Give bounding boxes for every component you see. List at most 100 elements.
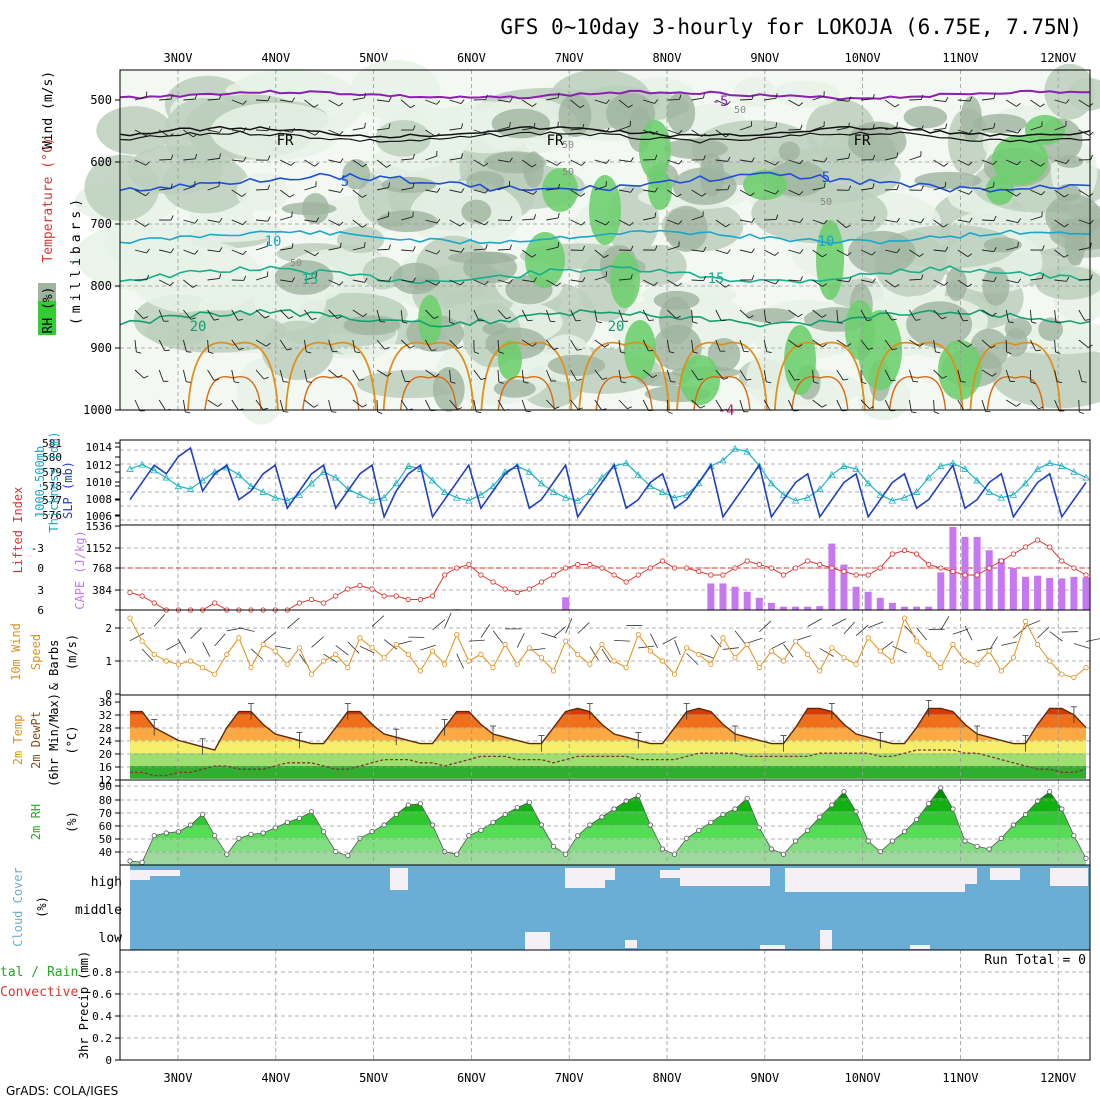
wind-barb [594, 249, 605, 258]
lifted-index-series-point [514, 589, 520, 596]
tick-label: 0 [105, 1054, 112, 1067]
wind-barb-flag [461, 247, 465, 253]
rh-patch-dark [653, 290, 700, 310]
wind-barb [667, 159, 679, 165]
tick-label: 32 [99, 709, 112, 722]
rh2m-series-point [889, 838, 895, 844]
rh-high-patch [1025, 115, 1065, 145]
wind-barb-flag [993, 215, 997, 221]
wind-barb [933, 309, 943, 320]
wind-barb [788, 219, 801, 223]
wind10-barb [347, 641, 360, 654]
wind-barb-flag [523, 381, 529, 384]
wind-barb [207, 339, 209, 352]
bottom-date-label: 10NOV [845, 1071, 881, 1085]
thickness-series-point [779, 491, 788, 498]
surface-temperature-contour [676, 341, 768, 411]
wind-barb [521, 309, 529, 321]
cape-bar [864, 591, 872, 610]
wind-barb-flag [750, 192, 755, 197]
wind-barb-flag [339, 281, 344, 286]
wind-barb-flag [288, 316, 294, 319]
wind-barb [328, 129, 340, 136]
cloud-gap [820, 930, 832, 950]
surface-temperature-contour [595, 376, 653, 411]
tick-label: 576 [42, 509, 62, 522]
lifted-index-series-point [587, 561, 593, 568]
wind-barb-flag [774, 251, 779, 256]
wind-barb [376, 99, 389, 102]
precip-axis-label-3: 3hr Precip (mm) [77, 951, 91, 1059]
wind-barb [981, 309, 993, 317]
thickness-series-point [404, 462, 413, 469]
sounding-grid [120, 70, 1090, 410]
wind-barb-flag [314, 131, 320, 136]
wind-barb [473, 189, 486, 194]
cloud-gap [605, 868, 615, 880]
wind-barb [909, 309, 916, 321]
wind-barb [812, 309, 823, 318]
wind10-series-point [962, 658, 968, 664]
wind-barb-flag [821, 404, 827, 408]
wind-barb-flag [1090, 242, 1092, 248]
rh2m-series-point [490, 819, 496, 825]
wind-barb-flag [412, 153, 415, 159]
wind-barb [860, 339, 869, 350]
wind-barb [1054, 125, 1067, 131]
wind-barb [376, 369, 388, 377]
wind-barb-flag [822, 343, 827, 348]
lifted-index-series-point [405, 596, 411, 603]
wind-barb-flag [480, 377, 486, 381]
thickness-series-point [247, 482, 255, 490]
wind-barb [1006, 129, 1018, 134]
wind-barb-flag [935, 351, 941, 354]
wind10-series-point [611, 658, 617, 664]
wind-barb-flag [436, 187, 441, 193]
wind-barb [134, 96, 147, 101]
wind-barb-flag [143, 375, 149, 379]
wind-barb [497, 399, 505, 411]
tick-label: 3 [37, 584, 44, 597]
wind-barb-flag [582, 277, 586, 282]
tick-label: 580 [42, 451, 62, 464]
wind10-barb [795, 635, 811, 642]
wind-barb-flag [361, 194, 367, 198]
wind-barb-flag [136, 351, 142, 354]
thickness-series-point [561, 493, 570, 501]
wind-barb-flag [315, 272, 318, 278]
wind10-series-point [901, 615, 908, 621]
wind-barb [545, 369, 552, 382]
wind-barb-flag [896, 184, 900, 190]
wind-barb-flag [822, 253, 827, 258]
wind-barb [909, 219, 922, 224]
wind-barb [933, 339, 936, 352]
wind-barb-flag [1081, 381, 1087, 383]
temperature-contour [119, 171, 1091, 193]
lifted-index-series-point [1010, 551, 1016, 557]
top-date-label: 9NOV [750, 51, 779, 65]
wind-barb-flag [267, 125, 271, 131]
rh2m-series-point [163, 830, 169, 836]
temp-band [130, 753, 1086, 766]
wind-barb-flag [436, 218, 441, 224]
thickness-series-point [186, 485, 195, 492]
cloud-axis-label-1: Cloud Cover [11, 867, 25, 946]
bottom-date-label: 5NOV [359, 1071, 388, 1085]
wind-barb [425, 339, 432, 351]
thickness-series-point [937, 462, 945, 469]
wind-barb-flag [509, 279, 513, 284]
wind-barb-flag [459, 222, 465, 227]
wind-barb [570, 399, 579, 410]
wind-barb [691, 249, 704, 252]
wind-barb [643, 217, 656, 221]
wind-barb [1005, 309, 1009, 322]
wind-barb [884, 339, 893, 351]
cloud-panel: high middle low Cloud Cover (%) [11, 864, 1091, 951]
surface-temperature-contour [187, 341, 279, 411]
wind-barb-flag [606, 127, 610, 133]
wind-barb-flag [968, 161, 973, 166]
wind-barb [1078, 247, 1091, 251]
wind10-series-point [817, 668, 823, 674]
rh2m-series-point [151, 833, 157, 839]
wind10-barb [952, 628, 969, 635]
